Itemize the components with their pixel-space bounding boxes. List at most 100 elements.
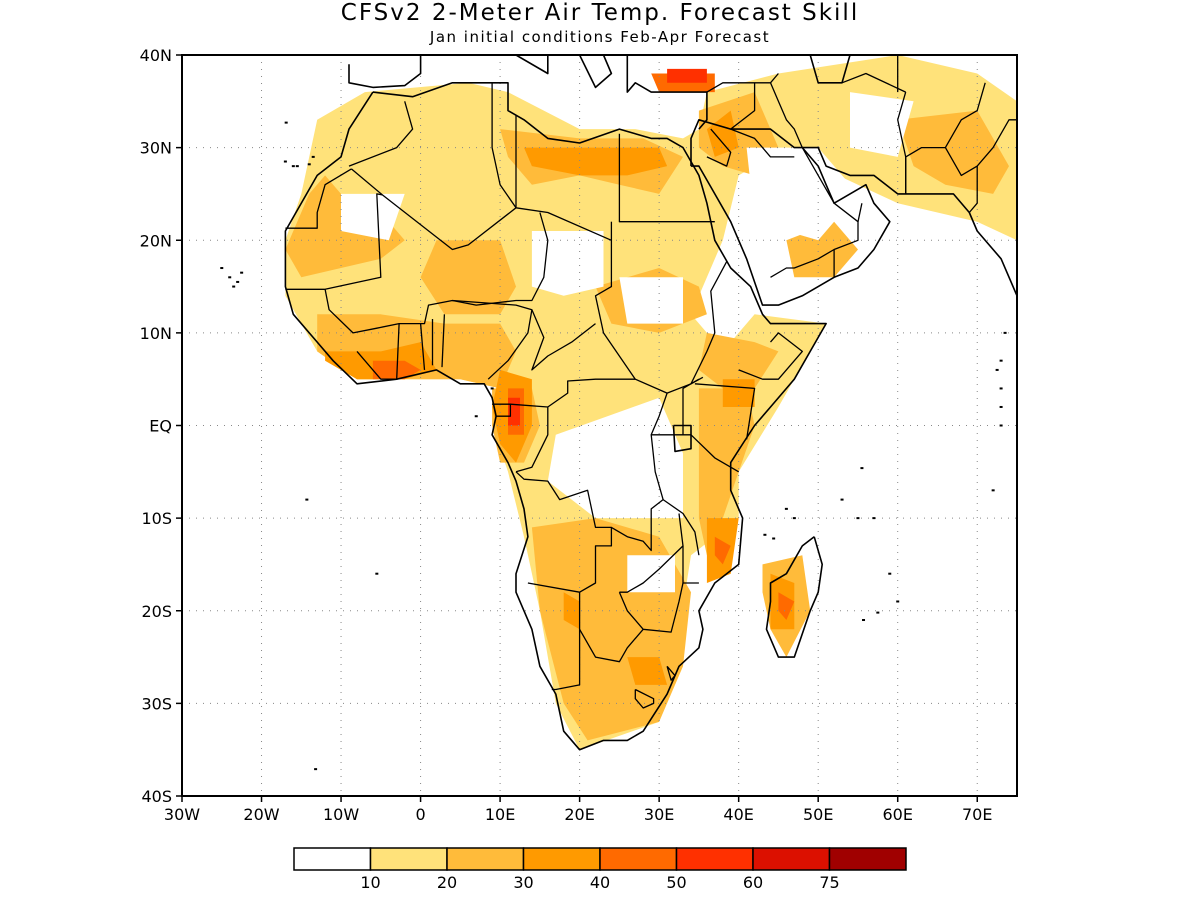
- country-border: [441, 314, 446, 368]
- longitude-labels: 30W 20W 10W 0 10E 20E 30E 40E 50E 60E 70E: [164, 796, 992, 824]
- country-border: [515, 471, 613, 593]
- island: [784, 507, 788, 510]
- island: [872, 517, 876, 520]
- lon-label: 70E: [962, 805, 992, 824]
- colorbar-label: 30: [513, 873, 533, 892]
- colorbar-swatch: [675, 847, 754, 871]
- skill-region-level-3: [524, 147, 668, 176]
- island: [840, 498, 844, 501]
- colorbar-swatch: [828, 847, 907, 871]
- country-border: [452, 212, 549, 306]
- lon-label: 60E: [882, 805, 912, 824]
- island: [307, 163, 311, 166]
- skill-region-level-0: [531, 231, 604, 296]
- colorbar-labels: 10 20 30 40 50 60 75: [360, 873, 839, 892]
- country-border: [897, 91, 907, 194]
- skill-region-level-5: [667, 68, 707, 83]
- country-border: [618, 133, 715, 223]
- coastline-greece: [578, 55, 613, 89]
- skill-region-level-2: [420, 240, 516, 315]
- country-border: [976, 119, 1017, 167]
- island: [228, 276, 232, 279]
- coastlines: [220, 55, 1017, 771]
- island: [856, 517, 860, 520]
- lon-label: 20W: [243, 805, 279, 824]
- island: [888, 572, 892, 575]
- island: [999, 424, 1003, 427]
- coastline-black-lake-victoria: [672, 424, 692, 453]
- colorbar-label: 20: [437, 873, 457, 892]
- island: [763, 533, 767, 536]
- colorbar-swatch: [446, 847, 525, 871]
- country-border: [619, 513, 684, 593]
- skill-region-level-2: [698, 388, 755, 556]
- lat-label: 10N: [140, 324, 172, 343]
- colorbar-label: 75: [819, 873, 839, 892]
- skill-region-level-0: [547, 397, 683, 519]
- lon-label: 0: [415, 805, 425, 824]
- island: [311, 155, 315, 158]
- island: [375, 572, 379, 575]
- lon-label: 30E: [644, 805, 674, 824]
- country-border: [682, 378, 700, 435]
- coastline-italy: [515, 55, 549, 75]
- colorbar-swatch: [752, 847, 831, 871]
- coastline-caspian: [809, 55, 851, 84]
- country-border: [611, 392, 668, 552]
- country-border: [706, 128, 732, 167]
- colorbar-label: 10: [360, 873, 380, 892]
- island: [999, 387, 1003, 390]
- lat-label: EQ: [149, 417, 172, 436]
- skill-region-level-4: [714, 536, 731, 565]
- country-border: [285, 193, 383, 290]
- country-border: [738, 332, 803, 380]
- island: [1003, 331, 1007, 334]
- skill-region-level-3: [627, 657, 668, 685]
- country-border: [770, 248, 835, 278]
- skill-region-level-3: [722, 379, 755, 407]
- island: [295, 165, 299, 168]
- country-border: [634, 688, 655, 709]
- country-border: [285, 168, 352, 229]
- island: [236, 280, 240, 283]
- island: [995, 368, 999, 371]
- coastline-arabia: [690, 119, 891, 306]
- colorbar-label: 40: [590, 873, 610, 892]
- skill-region-level-2: [698, 332, 779, 389]
- country-border: [551, 592, 581, 691]
- island: [284, 121, 288, 124]
- lat-label: 10S: [141, 509, 172, 528]
- lat-label: 30N: [140, 139, 172, 158]
- colorbar-label: 60: [743, 873, 763, 892]
- lon-label: 40E: [723, 805, 753, 824]
- chart-title: CFSv2 2-Meter Air Temp. Forecast Skill: [340, 0, 860, 26]
- colorbar-swatch: [599, 847, 678, 871]
- coastline-africa: [284, 82, 827, 751]
- chart-subtitle: Jan initial conditions Feb-Apr Forecast: [429, 28, 771, 46]
- country-border: [487, 309, 533, 380]
- country-border: [618, 582, 684, 633]
- island: [991, 489, 995, 492]
- country-border: [350, 168, 517, 251]
- colorbar-label: 50: [666, 873, 686, 892]
- island: [232, 285, 236, 288]
- country-border: [694, 383, 756, 440]
- island: [474, 415, 478, 418]
- skill-region-level-0: [746, 147, 858, 241]
- island: [999, 359, 1003, 362]
- country-border: [690, 261, 728, 385]
- island: [305, 498, 309, 501]
- skill-shading: [285, 55, 1017, 750]
- island: [283, 160, 287, 163]
- island: [490, 387, 494, 390]
- lon-label: 20E: [564, 805, 594, 824]
- country-border: [769, 82, 803, 148]
- lat-label: 40S: [141, 787, 172, 806]
- country-border: [730, 128, 795, 158]
- lat-label: 30S: [141, 694, 172, 713]
- island: [862, 619, 866, 622]
- country-border: [419, 323, 426, 370]
- skill-region-level-3: [706, 110, 739, 157]
- coastline-madagascar: [765, 536, 824, 658]
- country-border: [651, 434, 740, 473]
